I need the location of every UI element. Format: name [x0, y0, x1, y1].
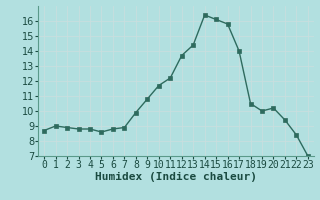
X-axis label: Humidex (Indice chaleur): Humidex (Indice chaleur) — [95, 172, 257, 182]
